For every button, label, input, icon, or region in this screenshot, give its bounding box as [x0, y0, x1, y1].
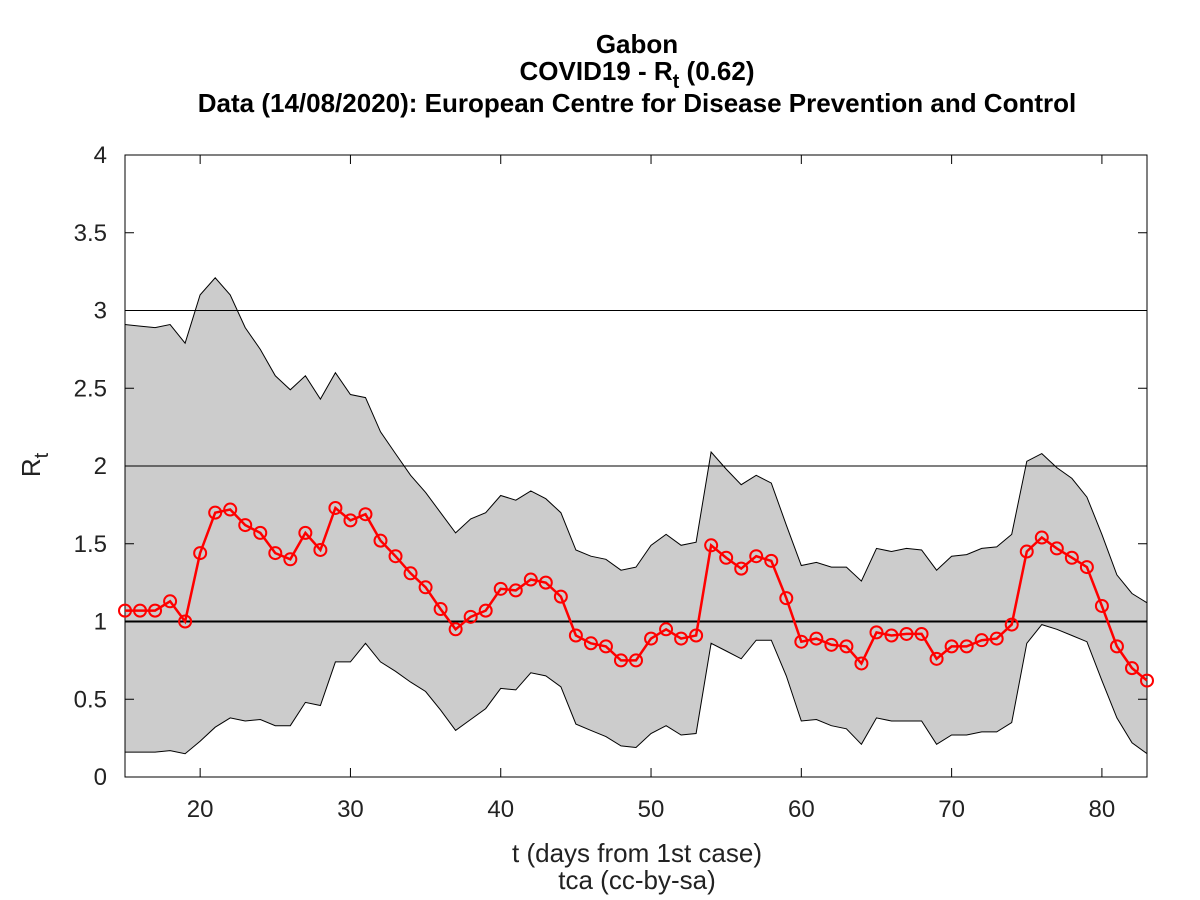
rt-data-point: [418, 580, 433, 595]
rt-data-point: [854, 656, 869, 671]
rt-data-point: [388, 549, 403, 564]
rt-data-point: [629, 653, 643, 668]
rt-data-point: [178, 614, 193, 629]
rt-data-point: [538, 575, 553, 590]
rt-data-point: [794, 634, 809, 649]
rt-data-point: [283, 552, 298, 567]
y-axis-label: Rt: [16, 452, 53, 477]
x-tick-label: 30: [337, 796, 364, 823]
chart-subtitle: COVID19 - Rt (0.62): [520, 56, 755, 93]
rt-data-point: [1124, 661, 1139, 676]
x-tick-label: 80: [1089, 796, 1116, 823]
y-tick-label: 1: [94, 609, 107, 636]
rt-data-point: [508, 583, 523, 598]
rt-data-point: [944, 639, 959, 654]
rt-data-point: [1034, 530, 1049, 545]
rt-data-point: [674, 631, 689, 646]
rt-data-point: [133, 603, 148, 618]
rt-data-point: [358, 507, 373, 522]
rt-data-point: [839, 639, 854, 654]
rt-data-point: [598, 639, 613, 654]
rt-data-point: [929, 651, 944, 666]
y-tick-label: 4: [94, 142, 107, 169]
rt-data-point: [974, 633, 989, 648]
plot-area: 0 0.5 1 1.5 2 2.5 3 3.5 4 20 30 40 50 60 70 80: [74, 142, 1154, 823]
chart-source-line: Data (14/08/2020): European Centre for D…: [198, 88, 1076, 118]
rt-data-point: [824, 637, 839, 652]
rt-data-point: [749, 549, 764, 564]
rt-data-point: [809, 631, 824, 646]
y-tick-label: 3.5: [74, 220, 107, 247]
y-axis-label-main: R: [16, 458, 46, 477]
rt-data-point: [1094, 598, 1109, 613]
rt-data-point: [1064, 550, 1079, 565]
rt-data-point: [1019, 544, 1034, 559]
rt-data-point: [689, 628, 704, 643]
rt-data-point: [764, 553, 779, 568]
x-tick-label: 60: [788, 796, 815, 823]
rt-data-point: [193, 546, 208, 561]
x-tick-label: 20: [187, 796, 214, 823]
rt-data-point: [343, 513, 358, 528]
y-tick-label: 0.5: [74, 686, 107, 713]
rt-data-point: [163, 594, 178, 609]
rt-data-point: [734, 561, 749, 576]
rt-data-point: [583, 636, 598, 651]
rt-data-point: [523, 572, 538, 587]
rt-data-point: [268, 546, 283, 561]
rt-data-point: [779, 591, 794, 606]
rt-data-point: [433, 602, 448, 617]
rt-data-point: [463, 609, 478, 624]
confidence-band: [124, 277, 1148, 755]
x-tick-label: 40: [487, 796, 514, 823]
credit-label: tca (cc-by-sa): [558, 865, 715, 895]
rt-data-point: [869, 625, 884, 640]
rt-data-point: [884, 628, 899, 643]
rt-data-point: [328, 500, 343, 515]
rt-data-point: [118, 603, 132, 618]
chart-title: Gabon: [596, 29, 678, 59]
rt-data-point: [373, 533, 388, 548]
rt-data-point: [899, 626, 914, 641]
y-tick-label: 1.5: [74, 531, 107, 558]
rt-data-point: [478, 603, 493, 618]
rt-data-point: [493, 581, 508, 596]
rt-data-point: [238, 518, 253, 533]
rt-data-point: [1140, 673, 1154, 688]
rt-data-point: [914, 626, 929, 641]
y-tick-label: 3: [94, 298, 107, 325]
subtitle-prefix: COVID19 - R: [520, 56, 673, 86]
x-tick-label: 70: [938, 796, 965, 823]
y-tick-label: 2.5: [74, 375, 107, 402]
rt-data-point: [148, 603, 163, 618]
rt-data-point: [989, 631, 1004, 646]
rt-data-point: [448, 622, 463, 637]
rt-data-point: [313, 542, 328, 557]
rt-data-point: [553, 589, 568, 604]
y-tick-label: 2: [94, 453, 107, 480]
rt-data-point: [719, 550, 734, 565]
rt-data-point: [704, 538, 719, 553]
rt-data-point: [613, 653, 628, 668]
rt-data-point: [1079, 560, 1094, 575]
rt-data-point: [1004, 617, 1019, 632]
subtitle-subscript: t: [673, 71, 680, 93]
rt-data-point: [659, 622, 674, 637]
y-tick-label: 0: [94, 764, 107, 791]
rt-data-point: [208, 505, 223, 520]
rt-data-point: [1109, 639, 1124, 654]
rt-data-point: [1049, 541, 1064, 556]
rt-data-point: [568, 628, 583, 643]
rt-data-point: [959, 639, 974, 654]
subtitle-suffix: (0.62): [679, 56, 754, 86]
x-axis-label: t (days from 1st case): [512, 838, 762, 868]
rt-data-point: [403, 566, 418, 581]
rt-data-point: [223, 502, 238, 517]
y-axis-label-subscript: t: [31, 452, 53, 458]
x-tick-label: 50: [638, 796, 665, 823]
rt-data-point: [298, 525, 313, 540]
rt-data-point: [253, 525, 268, 540]
rt-data-point: [644, 631, 659, 646]
